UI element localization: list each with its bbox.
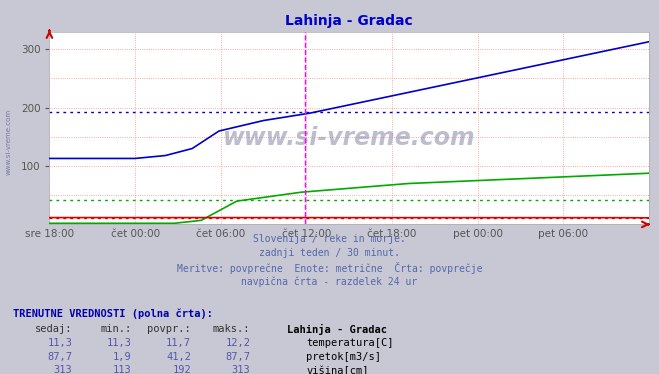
Text: višina[cm]: višina[cm] <box>306 365 369 374</box>
Text: 1,9: 1,9 <box>113 352 132 362</box>
Title: Lahinja - Gradac: Lahinja - Gradac <box>285 14 413 28</box>
Text: 87,7: 87,7 <box>47 352 72 362</box>
Text: 113: 113 <box>113 365 132 374</box>
Text: navpična črta - razdelek 24 ur: navpična črta - razdelek 24 ur <box>241 276 418 287</box>
Text: 11,3: 11,3 <box>47 338 72 348</box>
Text: www.si-vreme.com: www.si-vreme.com <box>5 109 12 175</box>
Text: povpr.:: povpr.: <box>148 324 191 334</box>
Text: Slovenija / reke in morje.: Slovenija / reke in morje. <box>253 234 406 244</box>
Text: 12,2: 12,2 <box>225 338 250 348</box>
Text: min.:: min.: <box>101 324 132 334</box>
Text: 313: 313 <box>54 365 72 374</box>
Text: 11,7: 11,7 <box>166 338 191 348</box>
Text: www.si-vreme.com: www.si-vreme.com <box>223 126 476 150</box>
Text: 87,7: 87,7 <box>225 352 250 362</box>
Text: Lahinja - Gradac: Lahinja - Gradac <box>287 324 387 334</box>
Text: maks.:: maks.: <box>213 324 250 334</box>
Text: 192: 192 <box>173 365 191 374</box>
Text: sedaj:: sedaj: <box>35 324 72 334</box>
Text: 313: 313 <box>232 365 250 374</box>
Text: zadnji teden / 30 minut.: zadnji teden / 30 minut. <box>259 248 400 258</box>
Text: pretok[m3/s]: pretok[m3/s] <box>306 352 382 362</box>
Text: 11,3: 11,3 <box>107 338 132 348</box>
Text: 41,2: 41,2 <box>166 352 191 362</box>
Text: Meritve: povprečne  Enote: metrične  Črta: povprečje: Meritve: povprečne Enote: metrične Črta:… <box>177 262 482 274</box>
Text: temperatura[C]: temperatura[C] <box>306 338 394 348</box>
Text: TRENUTNE VREDNOSTI (polna črta):: TRENUTNE VREDNOSTI (polna črta): <box>13 309 213 319</box>
